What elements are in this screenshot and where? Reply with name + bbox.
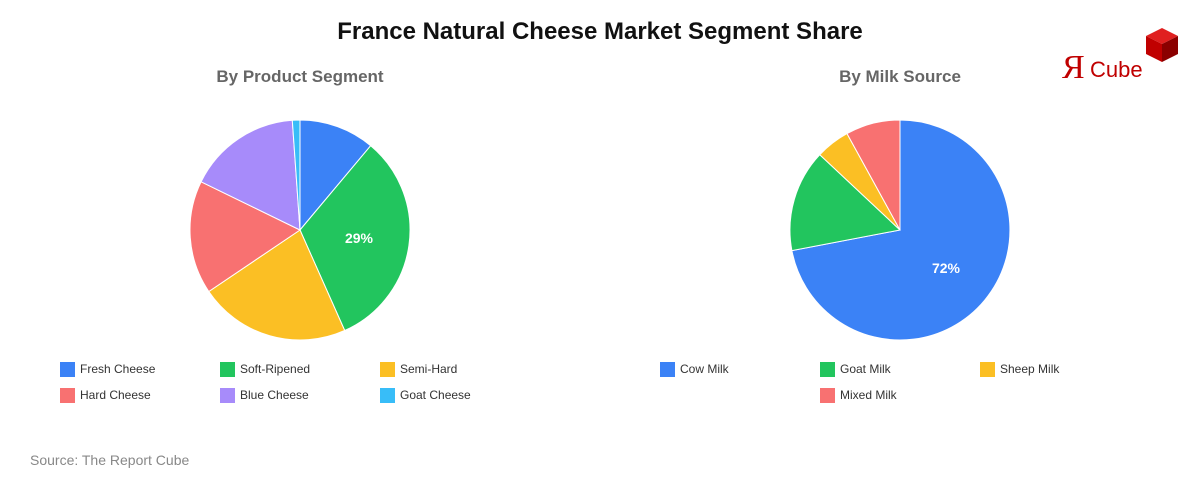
swatch-icon (380, 361, 395, 377)
legend-label: Goat Milk (840, 362, 891, 376)
slice-soft-ripened[interactable] (299, 144, 411, 332)
slice-goat-milk[interactable] (789, 153, 902, 252)
legend-label: Mixed Milk (840, 388, 897, 402)
swatch-icon (380, 387, 395, 403)
report-cube-logo: Я Cube (1062, 28, 1182, 86)
product-segment-subtitle: By Product Segment (216, 67, 384, 86)
slice-fresh-cheese[interactable] (299, 119, 372, 232)
swatch-icon (980, 361, 995, 377)
swatch-icon (820, 387, 835, 403)
swatch-icon (220, 387, 235, 403)
swatch-icon (220, 361, 235, 377)
legend-label: Hard Cheese (80, 388, 151, 402)
legend-item-fresh-cheese[interactable]: Fresh Cheese (60, 361, 220, 377)
slice-goat-cheese[interactable] (291, 119, 301, 231)
legend-item-semi-hard[interactable]: Semi-Hard (380, 361, 540, 377)
legend-item-mixed-milk[interactable]: Mixed Milk (820, 387, 980, 403)
slice-cow-milk[interactable] (791, 119, 1011, 341)
legend-item-goat-cheese[interactable]: Goat Cheese (380, 387, 540, 403)
slice-blue-cheese[interactable] (200, 119, 301, 231)
legend-item-cow-milk[interactable]: Cow Milk (660, 361, 820, 377)
milk-source-subtitle: By Milk Source (839, 67, 961, 86)
chart-title: France Natural Cheese Market Segment Sha… (337, 18, 863, 45)
legend-item-sheep-milk[interactable]: Sheep Milk (980, 361, 1140, 377)
legend-item-goat-milk[interactable]: Goat Milk (820, 361, 980, 377)
product-segment-legend: Fresh Cheese Soft-Ripened Semi-Hard Hard… (60, 361, 540, 403)
legend-label: Fresh Cheese (80, 362, 156, 376)
legend-label: Goat Cheese (400, 388, 471, 402)
logo-text: Cube (1090, 57, 1143, 82)
legend-label: Sheep Milk (1000, 362, 1060, 376)
slice-mixed-milk[interactable] (846, 119, 901, 231)
soft-ripened-value-label: 29% (345, 230, 374, 246)
cow-milk-value-label: 72% (932, 260, 961, 276)
slice-hard-cheese[interactable] (189, 181, 301, 293)
slice-semi-hard[interactable] (208, 229, 346, 341)
cube-logo-icon: Я Cube (1062, 28, 1178, 86)
milk-source-pie (789, 119, 1011, 341)
swatch-icon (60, 361, 75, 377)
legend-label: Soft-Ripened (240, 362, 311, 376)
swatch-icon (820, 361, 835, 377)
legend-label: Blue Cheese (240, 388, 309, 402)
swatch-icon (660, 361, 675, 377)
milk-source-legend: Cow Milk Goat Milk Sheep Milk Mixed Milk (660, 361, 1140, 403)
legend-item-hard-cheese[interactable]: Hard Cheese (60, 387, 220, 403)
product-segment-pie (189, 119, 411, 341)
legend-item-soft-ripened[interactable]: Soft-Ripened (220, 361, 380, 377)
legend-label: Semi-Hard (400, 362, 458, 376)
source-note: Source: The Report Cube (30, 452, 190, 468)
logo-mark: Я (1062, 49, 1085, 84)
swatch-icon (60, 387, 75, 403)
legend-item-blue-cheese[interactable]: Blue Cheese (220, 387, 380, 403)
legend-label: Cow Milk (680, 362, 729, 376)
